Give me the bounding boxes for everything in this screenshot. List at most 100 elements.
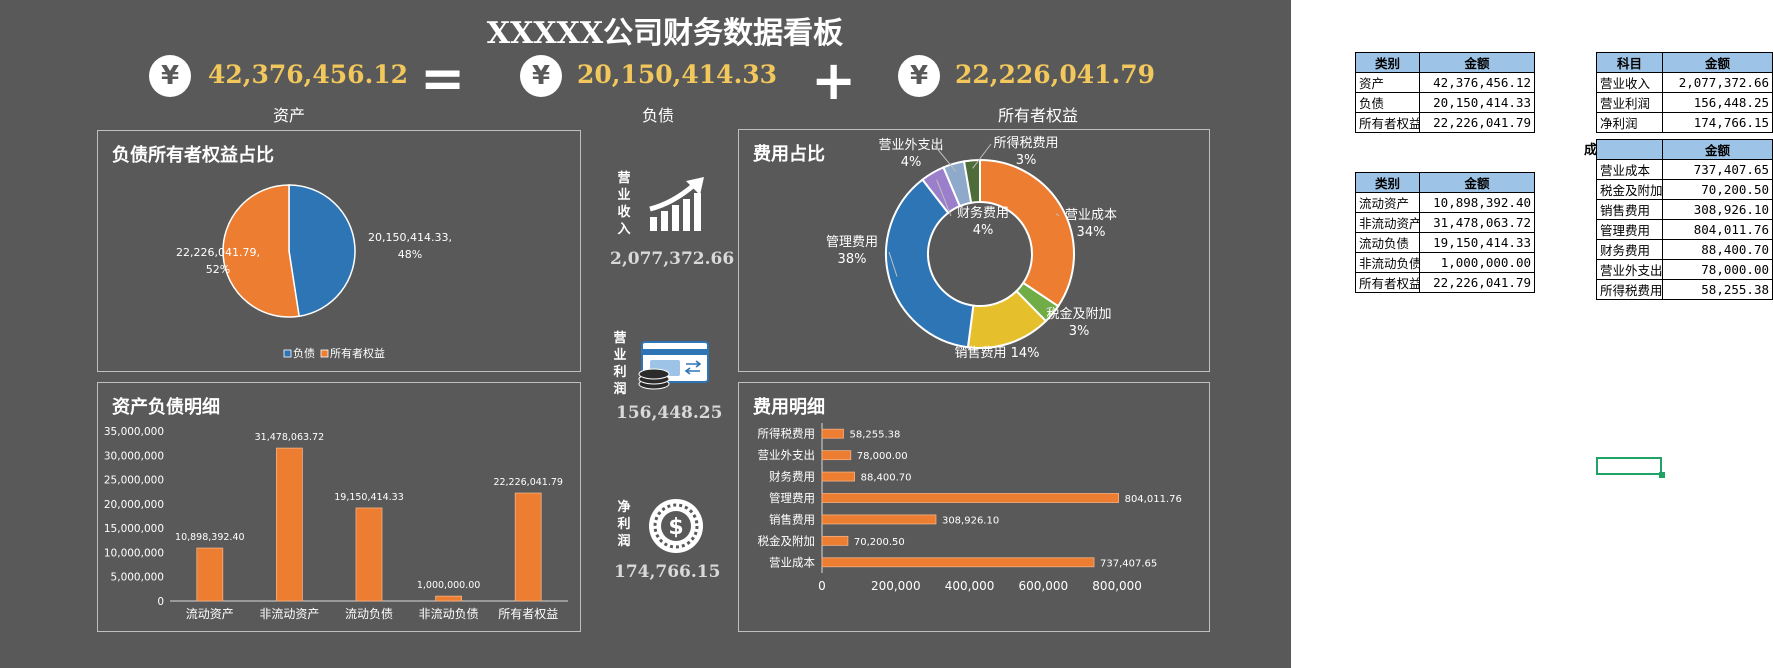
legend-label: 负债 (293, 346, 315, 360)
equals-sign: = (420, 47, 466, 110)
data-label: 308,926.10 (942, 515, 999, 526)
category-label: 所有者权益 (498, 607, 558, 621)
tick-label: 400,000 (945, 579, 995, 593)
table-cell[interactable]: 流动资产 (1355, 192, 1420, 213)
category-label: 流动负债 (345, 607, 393, 621)
hbar-panel: 费用明细 所得税费用 58,255.38 营业外支出 78,000.00 财务费用 88,… (738, 382, 1210, 632)
table-cell[interactable]: 308,926.10 (1662, 199, 1773, 220)
table-cell[interactable]: 70,200.50 (1662, 179, 1773, 200)
table-cell[interactable]: 负债 (1355, 92, 1420, 113)
leader-line (1046, 307, 1052, 310)
table-cell[interactable]: 营业外支出 (1596, 259, 1663, 280)
table-cell[interactable]: 2,077,372.66 (1662, 72, 1773, 93)
bar-panel: 资产负债明细 0 5,000,000 10,000,000 15,000,000 20,… (97, 382, 581, 632)
kpi-assets-value: 42,376,456.12 (208, 60, 409, 89)
tick-label: 200,000 (871, 579, 921, 593)
table-cell[interactable]: 营业收入 (1596, 72, 1663, 93)
table-cell[interactable]: 非流动资产 (1355, 212, 1420, 233)
table-cell[interactable]: 净利润 (1596, 112, 1663, 133)
donut-panel-title: 费用占比 (753, 144, 825, 165)
legend-label: 所有者权益 (330, 346, 385, 360)
table-cell[interactable]: 资产 (1355, 72, 1420, 93)
bar (821, 428, 844, 439)
leader-line (936, 179, 952, 217)
table-cell[interactable]: 22,226,041.79 (1419, 112, 1535, 133)
kpi-liabilities-label: 负债 (642, 106, 675, 125)
bar (355, 507, 383, 602)
table-cell[interactable]: 42,376,456.12 (1419, 72, 1535, 93)
table-cell[interactable]: 所有者权益 (1355, 272, 1420, 293)
table-cell[interactable]: 非流动负债 (1355, 252, 1420, 273)
data-label: 3% (1069, 324, 1090, 339)
bar (821, 535, 849, 546)
table-cell[interactable]: 营业成本 (1596, 159, 1663, 180)
asset-liability-bar-chart: 0 5,000,000 10,000,000 15,000,000 20,000,000… (104, 426, 568, 621)
data-label: 所得税费用 (993, 135, 1058, 151)
category-label: 税金及附加 (758, 534, 816, 548)
fill-handle[interactable] (1659, 472, 1665, 478)
data-label: 804,011.76 (1125, 494, 1182, 505)
table-cell[interactable]: 156,448.25 (1662, 92, 1773, 113)
tick-label: 25,000,000 (104, 475, 164, 487)
table-cell[interactable]: 所有者权益 (1355, 112, 1420, 133)
operating-profit-value: 156,448.25 (616, 403, 723, 423)
category-label: 财务费用 (769, 470, 815, 484)
data-label: 22,226,041.79, (176, 246, 260, 259)
tick-label: 600,000 (1019, 579, 1069, 593)
data-label: 税金及附加 (1046, 306, 1111, 322)
table-cell[interactable]: 管理费用 (1596, 219, 1663, 240)
table-cell[interactable]: 营业利润 (1596, 92, 1663, 113)
leader-line (1055, 213, 1060, 217)
category-label: 销售费用 (769, 512, 815, 526)
table-cell[interactable]: 税金及附加 (1596, 179, 1663, 200)
category-label: 管理费用 (769, 491, 815, 505)
hbar-panel-title: 费用明细 (753, 397, 825, 418)
donut-slice (962, 158, 981, 204)
expense-hbar-chart: 所得税费用 58,255.38 营业外支出 78,000.00 财务费用 88,400.7… (758, 423, 1182, 593)
kpi-assets-label: 资产 (273, 106, 306, 125)
svg-text:$: $ (668, 515, 683, 540)
table-cell[interactable]: 1,000,000.00 (1419, 252, 1535, 273)
data-label: 48% (398, 248, 422, 261)
table-cell[interactable]: 流动负债 (1355, 232, 1420, 253)
table-cell[interactable]: 88,400.70 (1662, 239, 1773, 260)
table-cell[interactable]: 174,766.15 (1662, 112, 1773, 133)
table-cell[interactable]: 804,011.76 (1662, 219, 1773, 240)
table-cell[interactable]: 737,407.65 (1662, 159, 1773, 180)
data-label: 70,200.50 (854, 537, 905, 548)
table-cell[interactable]: 22,226,041.79 (1419, 272, 1535, 293)
table-cell[interactable]: 所得税费用 (1596, 279, 1663, 300)
table-cell[interactable]: 20,150,414.33 (1419, 92, 1535, 113)
operating-profit-label: 营业利润 (613, 331, 627, 397)
tick-label: 15,000,000 (104, 523, 164, 535)
bar (514, 492, 542, 602)
data-label: 58,255.38 (849, 430, 900, 441)
kpi-equity-label: 所有者权益 (998, 106, 1079, 125)
table-cell[interactable]: 10,898,392.40 (1419, 192, 1535, 213)
table-cell[interactable]: 19,150,414.33 (1419, 232, 1535, 253)
data-label: 52% (206, 263, 230, 276)
table-cell[interactable]: 78,000.00 (1662, 259, 1773, 280)
data-label: 营业成本 (1065, 208, 1117, 223)
table-cell[interactable]: 销售费用 (1596, 199, 1663, 220)
bar (275, 447, 303, 602)
kpi-liabilities-value: 20,150,414.33 (577, 60, 778, 89)
revenue-label: 营业收入 (617, 171, 631, 237)
data-label: 4% (973, 223, 994, 238)
table-cell[interactable]: 58,255.38 (1662, 279, 1773, 300)
table-cell[interactable]: 31,478,063.72 (1419, 212, 1535, 233)
selected-cell[interactable] (1596, 457, 1662, 475)
data-label: 20,150,414.33, (368, 231, 452, 244)
category-label: 所得税费用 (758, 427, 816, 441)
pie-panel: 负债所有者权益占比 20,150,414.33, 48% 22,226,041.79… (97, 130, 581, 372)
profit-table: 科目 金额 营业收入 2,077,372.66 营业利润 156,448.25 净利润… (1596, 52, 1773, 133)
table-cell[interactable]: 财务费用 (1596, 239, 1663, 260)
bar (821, 493, 1119, 503)
bar (821, 514, 937, 525)
tick-label: 10,000,000 (104, 547, 164, 559)
bar (821, 471, 856, 482)
category-label: 流动资产 (186, 607, 234, 621)
data-label: 88,400.70 (861, 473, 912, 484)
summary-table: 类别 金额 资产 42,376,456.12 负债 20,150,414.33 所有者… (1355, 52, 1535, 133)
pie-slice (222, 184, 300, 318)
